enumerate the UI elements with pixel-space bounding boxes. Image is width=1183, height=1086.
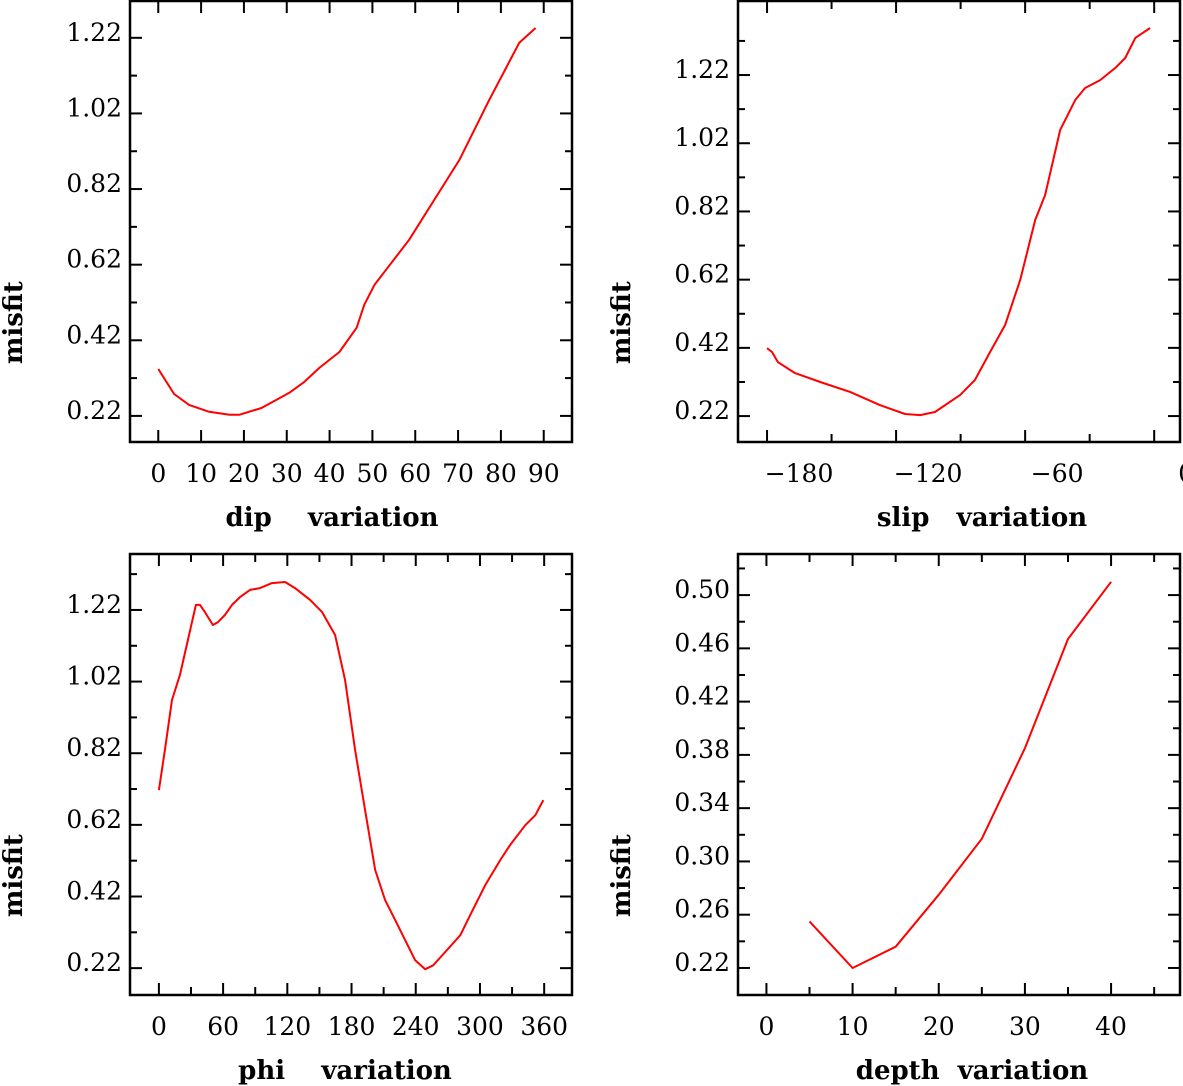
y-tick-label: 0.42 xyxy=(674,682,730,711)
series-line-slip xyxy=(766,27,1151,417)
x-tick-label: 360 xyxy=(520,1012,568,1041)
chart-panel-1: 0 10 20 30 40 50 60 70 80 90 0.22 0.42 0.62 0.82 1.02 1… xyxy=(0,0,574,533)
x-tick-label: 0 xyxy=(1178,459,1183,488)
y-tick-label: 0.22 xyxy=(674,396,730,425)
x-axis-label: slip variation xyxy=(877,503,1087,533)
x-tick-label: 20 xyxy=(923,1012,955,1041)
x-tick-label: 30 xyxy=(1009,1012,1041,1041)
y-tick-label: 0.46 xyxy=(674,628,730,657)
x-tick-label: 50 xyxy=(357,459,389,488)
x-tick-label: 20 xyxy=(228,459,260,488)
series-line-phi xyxy=(157,581,545,971)
x-tick-label: 60 xyxy=(207,1012,239,1041)
x-tick-label: 120 xyxy=(263,1012,311,1041)
plot-frame xyxy=(128,552,574,997)
plot-frame xyxy=(736,552,1182,997)
y-tick-label: 0.82 xyxy=(674,191,730,220)
x-axis-label: phi variation xyxy=(238,1056,452,1086)
y-tick-label: 0.42 xyxy=(674,328,730,357)
x-tick-label: 0 xyxy=(150,459,166,488)
x-tick-label: 240 xyxy=(392,1012,440,1041)
y-tick-label: 0.30 xyxy=(674,841,730,870)
y-tick-label: 0.82 xyxy=(66,169,122,198)
y-tick-label: 1.22 xyxy=(66,18,122,47)
y-tick-label: 1.22 xyxy=(674,55,730,84)
y-tick-label: 1.02 xyxy=(674,123,730,152)
x-tick-label: 40 xyxy=(314,459,346,488)
x-tick-label: 30 xyxy=(271,459,303,488)
series-line-depth xyxy=(808,581,1112,969)
y-tick-label: 0.50 xyxy=(674,575,730,604)
chart-panel-3: 0 60 120 180 240 300 360 0.22 0.42 0.62 0.82 1.02 1.… xyxy=(0,552,574,1086)
x-tick-label: 180 xyxy=(328,1012,376,1041)
x-axis-label: depth variation xyxy=(856,1056,1089,1086)
y-tick-label: 0.42 xyxy=(66,876,122,905)
y-axis-label: misfit xyxy=(0,281,29,364)
y-tick-label: 1.02 xyxy=(66,93,122,122)
y-tick-label: 0.62 xyxy=(66,805,122,834)
series-line-dip xyxy=(157,27,537,416)
x-tick-label: 10 xyxy=(837,1012,869,1041)
x-tick-label: −60 xyxy=(1031,459,1084,488)
plot-frame xyxy=(128,0,574,444)
y-tick-label: 1.22 xyxy=(66,590,122,619)
y-tick-label: 0.38 xyxy=(674,735,730,764)
y-tick-label: 0.22 xyxy=(66,948,122,977)
x-tick-label: −120 xyxy=(894,459,963,488)
y-axis-label: misfit xyxy=(0,834,29,917)
x-tick-label: −180 xyxy=(765,459,834,488)
y-tick-label: 1.02 xyxy=(66,662,122,691)
x-tick-label: 40 xyxy=(1095,1012,1127,1041)
x-axis-label: dip variation xyxy=(226,503,439,533)
x-tick-label: 70 xyxy=(442,459,474,488)
x-tick-label: 0 xyxy=(758,1012,774,1041)
chart-panel-2: −180 −120 −60 0 0.22 0.42 0.62 0.82 1.02 1.22 slip… xyxy=(607,0,1183,533)
x-tick-label: 80 xyxy=(485,459,517,488)
y-axis-label: misfit xyxy=(607,834,637,917)
x-tick-label: 10 xyxy=(185,459,217,488)
y-tick-label: 0.42 xyxy=(66,320,122,349)
y-tick-label: 0.82 xyxy=(66,733,122,762)
y-tick-label: 0.34 xyxy=(674,788,730,817)
x-tick-label: 0 xyxy=(151,1012,167,1041)
x-tick-label: 90 xyxy=(528,459,560,488)
y-axis-label: misfit xyxy=(607,281,637,364)
plot-frame xyxy=(736,0,1182,444)
x-tick-label: 60 xyxy=(399,459,431,488)
y-tick-label: 0.26 xyxy=(674,895,730,924)
y-tick-label: 0.22 xyxy=(674,948,730,977)
x-tick-label: 300 xyxy=(456,1012,504,1041)
y-tick-label: 0.22 xyxy=(66,396,122,425)
y-tick-label: 0.62 xyxy=(66,245,122,274)
y-tick-label: 0.62 xyxy=(674,260,730,289)
chart-panel-4: 0 10 20 30 40 0.22 0.26 0.30 0.34 0.38 0.42 0.46 0.5… xyxy=(607,552,1182,1086)
